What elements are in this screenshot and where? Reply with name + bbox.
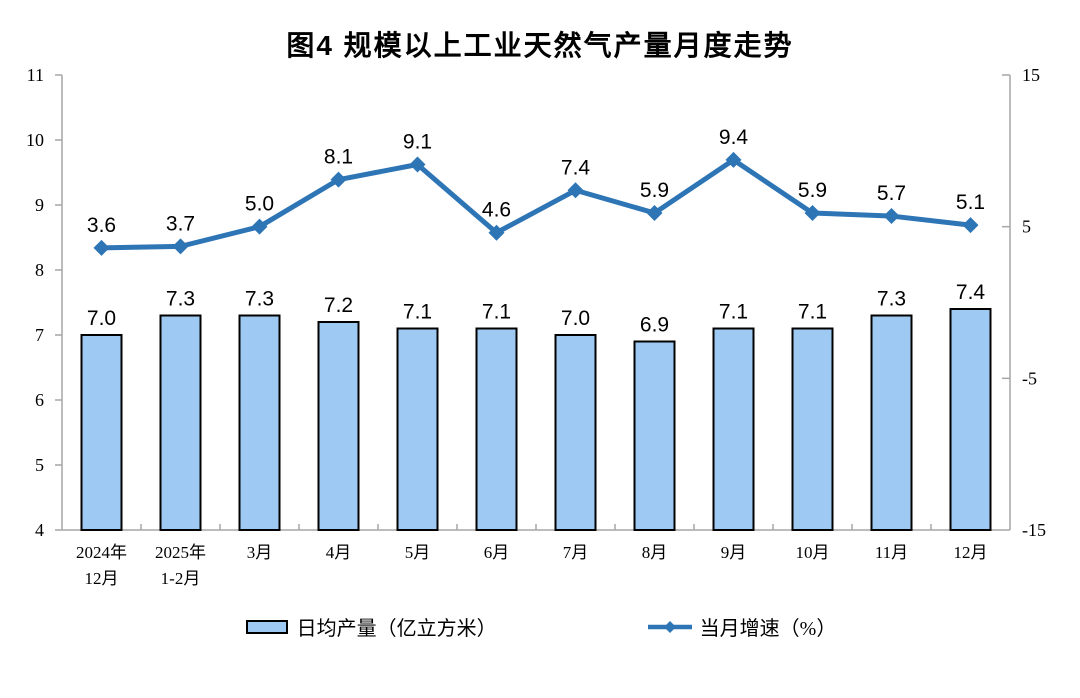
left-axis-tick-label: 7 [35, 325, 44, 345]
line-swatch-diamond [663, 620, 676, 633]
line-value-label: 4.6 [482, 199, 511, 222]
legend-item-line-series: 当月增速（%） [647, 612, 837, 641]
x-axis-category-label: 7月 [563, 543, 589, 562]
line-value-label: 7.4 [561, 156, 591, 179]
line-marker-diamond-icon [172, 238, 189, 255]
line-value-label: 5.9 [798, 179, 827, 202]
bar [238, 314, 281, 531]
line-marker-diamond-icon [804, 205, 821, 222]
line-marker-diamond-icon [567, 182, 584, 199]
line-marker-diamond-icon [409, 156, 426, 173]
bar-swatch-rect [245, 619, 288, 634]
right-axis-tick-label: -5 [1022, 368, 1037, 388]
x-axis-category-label: 11月 [875, 543, 908, 562]
bar-value-label: 7.1 [719, 301, 748, 324]
bar [554, 334, 597, 531]
bar [949, 308, 992, 531]
bar [317, 321, 360, 531]
bar [396, 327, 439, 531]
bar-value-label: 7.3 [245, 288, 274, 311]
line-marker-diamond-icon [725, 151, 742, 168]
line-marker-diamond-icon [962, 217, 979, 234]
x-axis-category-label: 12月 [85, 569, 119, 588]
line-value-label: 3.7 [166, 212, 195, 235]
line-marker-diamond-icon [883, 208, 900, 225]
bar-value-label: 7.1 [403, 301, 432, 324]
x-axis-category-label: 1-2月 [161, 569, 201, 588]
left-axis-tick-label: 4 [35, 520, 44, 540]
bar-value-label: 7.2 [324, 294, 353, 317]
line-marker-diamond-icon [251, 218, 268, 235]
bar [712, 327, 755, 531]
chart-title: 图4 规模以上工业天然气产量月度走势 [286, 30, 794, 61]
plot-area: 4 5 6 7 8 9 10 11 -15 -5 5 15 7.0 7.3 7.3 7.2 7.1 7.1 7.0 6… [26, 65, 1046, 588]
bar-series-swatch-icon [245, 619, 288, 634]
line-marker-diamond-icon [330, 171, 347, 188]
bar [159, 314, 202, 531]
right-axis-tick-label: -15 [1022, 520, 1046, 540]
line-value-label: 9.1 [403, 130, 432, 153]
x-axis-category-label: 6月 [484, 543, 510, 562]
right-axis-tick-label: 5 [1022, 217, 1031, 237]
right-axis-tick-label: 15 [1022, 65, 1040, 85]
line-value-label: 3.6 [87, 214, 116, 237]
left-axis-tick-label: 8 [35, 260, 44, 280]
legend-label-bar-series: 日均产量（亿立方米） [296, 618, 497, 640]
left-axis-tick-label: 9 [35, 195, 44, 215]
line-marker-diamond-icon [646, 205, 663, 222]
x-axis-category-label: 10月 [796, 543, 830, 562]
bar-value-label: 6.9 [640, 314, 669, 337]
line-value-label: 8.1 [324, 146, 353, 169]
x-axis-category-label: 5月 [405, 543, 431, 562]
bar [80, 334, 123, 531]
line-marker-diamond-icon [93, 239, 110, 256]
bar-value-label: 7.4 [956, 281, 986, 304]
legend-label-line-series: 当月增速（%） [699, 618, 837, 640]
bar-value-label: 7.1 [482, 301, 511, 324]
line-value-label: 5.0 [245, 193, 274, 216]
bar-value-label: 7.3 [877, 288, 906, 311]
line-value-label: 5.1 [956, 191, 985, 214]
x-axis-category-label: 2024年 [76, 543, 127, 562]
left-axis-tick-label: 6 [35, 390, 44, 410]
legend: 日均产量（亿立方米） 当月增速（%） [0, 612, 1080, 641]
left-axis-tick-label: 11 [27, 65, 44, 85]
x-axis-category-label: 12月 [954, 543, 988, 562]
bar [870, 314, 913, 531]
line-value-label: 9.4 [719, 126, 749, 149]
growth-line [99, 157, 973, 251]
line-series-swatch-icon [647, 620, 692, 633]
legend-item-bar-series: 日均产量（亿立方米） [244, 612, 497, 641]
left-axis-tick-label: 5 [35, 455, 44, 475]
bar-value-label: 7.0 [561, 307, 590, 330]
line-value-label: 5.9 [640, 179, 669, 202]
line-value-label: 5.7 [877, 182, 906, 205]
bar [475, 327, 518, 531]
bar-value-label: 7.0 [87, 307, 116, 330]
left-axis-tick-label: 10 [26, 130, 44, 150]
x-axis-category-label: 2025年 [155, 543, 206, 562]
x-axis-category-label: 8月 [642, 543, 668, 562]
bar-value-label: 7.1 [798, 301, 827, 324]
x-axis-category-label: 4月 [326, 543, 352, 562]
x-axis-category-label: 9月 [721, 543, 747, 562]
bar [633, 340, 676, 531]
x-axis-category-label: 3月 [247, 543, 273, 562]
bar-value-label: 7.3 [166, 288, 195, 311]
line-marker-diamond-icon [488, 224, 505, 241]
bar [791, 327, 834, 531]
